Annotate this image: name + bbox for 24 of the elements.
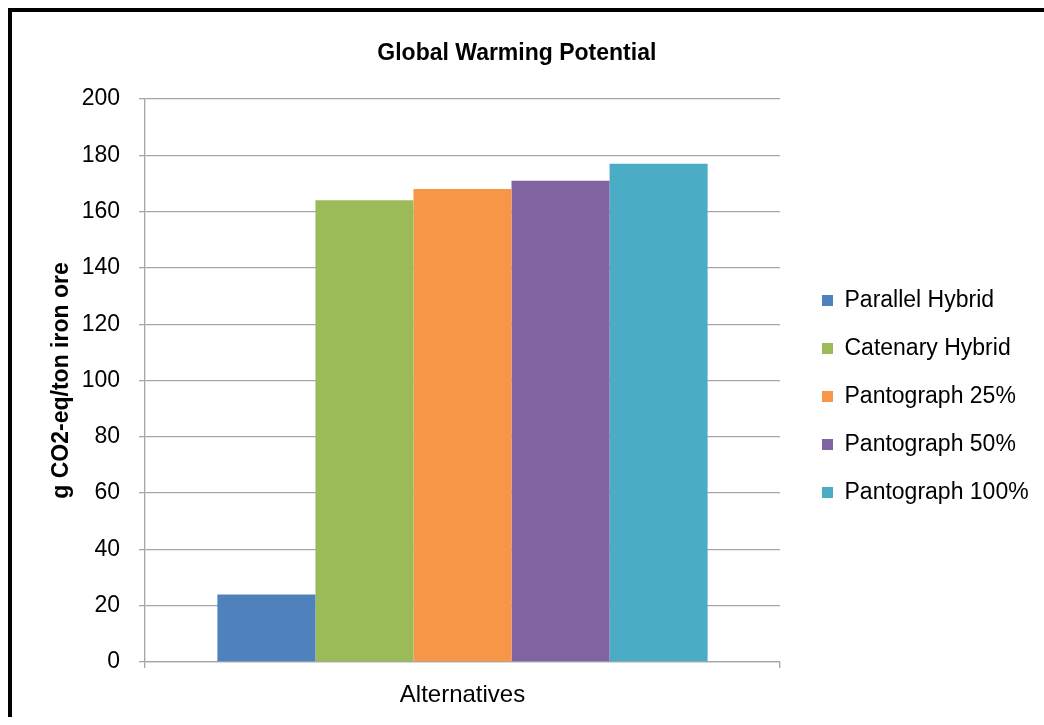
y-tick-label: 140: [81, 253, 120, 280]
bar: [511, 180, 610, 662]
bar: [217, 594, 316, 662]
bar: [413, 189, 512, 662]
legend-label: Pantograph 50%: [844, 429, 1016, 456]
chart-title: Global Warming Potential: [377, 39, 657, 66]
y-tick-label: 120: [81, 309, 120, 336]
legend-label: Pantograph 100%: [844, 477, 1029, 504]
y-tick-label: 40: [94, 534, 120, 561]
y-tick-label: 60: [94, 478, 120, 505]
y-tick-label: 200: [81, 84, 120, 111]
y-tick-label: 0: [107, 647, 120, 674]
y-axis-title: g CO2-eq/ton iron ore: [47, 262, 74, 499]
y-tick-label: 180: [81, 140, 120, 167]
y-tick-label: 80: [94, 422, 120, 449]
x-tick-label: Alternatives: [399, 680, 526, 708]
legend-label: Parallel Hybrid: [844, 285, 995, 312]
y-tick-label: 160: [81, 196, 120, 223]
legend-label: Catenary Hybrid: [844, 333, 1011, 360]
y-tick-label: 100: [81, 365, 120, 392]
bar: [315, 200, 414, 662]
bar: [609, 163, 708, 662]
y-tick-label: 20: [94, 591, 120, 618]
legend-label: Pantograph 25%: [844, 381, 1016, 408]
